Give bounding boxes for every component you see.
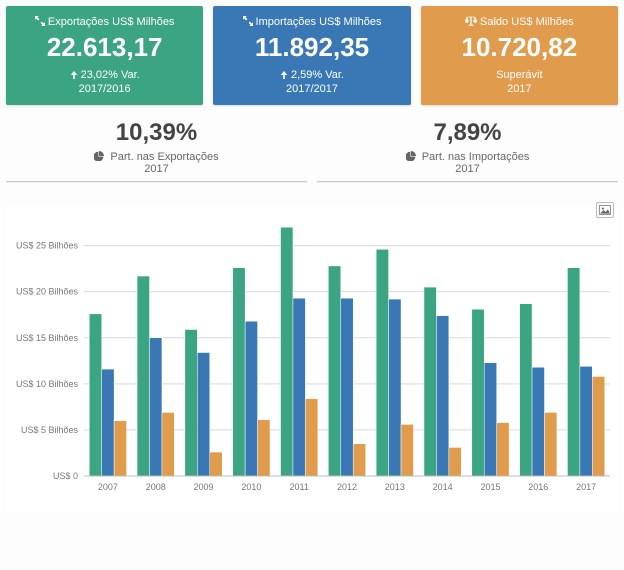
bar-exportações-2009 [185,329,197,476]
pct-export-label: Part. nas Exportações [6,151,307,163]
bar-saldo-2008 [162,412,174,476]
divider [6,181,307,182]
card-sub1: 2,59% Var. [221,69,402,81]
bar-saldo-2017 [592,376,604,476]
card-title: Importações US$ Milhões [221,16,402,28]
arrow-up-icon [280,71,288,79]
card-export: Exportações US$ Milhões 22.613,17 23,02% V… [6,6,203,105]
pie-icon [406,151,416,161]
svg-text:2011: 2011 [290,482,309,492]
bar-exportações-2011 [281,227,293,476]
pct-import-block: 7,89% Part. nas Importações 2017 [317,119,618,188]
expand-icon [35,16,45,26]
bar-importações-2014 [436,316,448,476]
pct-import-value: 7,89% [317,119,618,147]
card-title: Exportações US$ Milhões [14,16,195,28]
pct-export-block: 10,39% Part. nas Exportações 2017 [6,119,307,188]
arrow-up-icon [70,71,78,79]
bar-importações-2011 [293,298,305,476]
card-value: 11.892,35 [221,32,402,63]
divider [317,181,618,182]
scale-icon [465,16,477,26]
card-sub2: 2017/2017 [221,83,402,95]
svg-text:US$ 25 Bilhões: US$ 25 Bilhões [16,241,79,251]
expand-icon [243,16,253,26]
svg-text:2017: 2017 [576,482,596,492]
bar-saldo-2009 [210,452,222,476]
bar-importações-2012 [341,298,353,476]
svg-text:2009: 2009 [194,482,214,492]
trade-bar-chart: US$ 0 US$ 5 Bilhões US$ 10 Bilhões US$ 15 B… [6,206,618,511]
bar-exportações-2008 [137,276,149,476]
card-import: Importações US$ Milhões 11.892,35 2,59% Va… [213,6,410,105]
bar-exportações-2016 [520,304,532,476]
svg-text:US$ 5 Bilhões: US$ 5 Bilhões [21,425,79,435]
card-title: Saldo US$ Milhões [429,16,610,28]
svg-text:2016: 2016 [528,482,548,492]
card-sub1: Superávit [429,69,610,81]
card-value: 22.613,17 [14,32,195,63]
bar-saldo-2012 [353,444,365,476]
bar-saldo-2007 [114,421,126,476]
bar-importações-2013 [389,299,401,476]
bar-saldo-2014 [449,447,461,476]
bar-importações-2007 [102,369,114,476]
bar-importações-2010 [245,321,257,476]
bar-saldo-2010 [258,420,270,476]
pie-icon [94,151,104,161]
pct-export-value: 10,39% [6,119,307,147]
pct-import-label: Part. nas Importações [317,151,618,163]
bar-importações-2015 [484,363,496,476]
bar-importações-2017 [580,366,592,476]
bar-exportações-2010 [233,268,245,476]
bar-exportações-2012 [328,266,340,476]
svg-text:2014: 2014 [433,482,453,492]
svg-text:US$ 0: US$ 0 [53,471,78,481]
svg-text:US$ 10 Bilhões: US$ 10 Bilhões [16,379,79,389]
card-value: 10.720,82 [429,32,610,63]
bar-importações-2008 [150,338,162,476]
bar-exportações-2015 [472,309,484,476]
bar-exportações-2014 [424,287,436,476]
svg-text:2010: 2010 [241,482,261,492]
svg-text:2012: 2012 [337,482,357,492]
bar-saldo-2015 [497,423,509,476]
bar-saldo-2013 [401,424,413,476]
card-sub1: 23,02% Var. [14,69,195,81]
pct-import-year: 2017 [317,163,618,175]
svg-text:2007: 2007 [98,482,118,492]
bar-exportações-2017 [567,268,579,476]
svg-text:2013: 2013 [385,482,405,492]
bar-exportações-2007 [89,314,101,476]
bar-saldo-2016 [544,412,556,476]
pct-export-year: 2017 [6,163,307,175]
bar-saldo-2011 [305,399,317,476]
export-image-button[interactable] [596,202,614,218]
card-balance: Saldo US$ Milhões 10.720,82 Superávit 2017 [421,6,618,105]
svg-text:US$ 20 Bilhões: US$ 20 Bilhões [16,287,79,297]
svg-text:US$ 15 Bilhões: US$ 15 Bilhões [16,333,79,343]
svg-text:2015: 2015 [480,482,500,492]
bar-importações-2016 [532,367,544,476]
image-icon [599,205,611,215]
svg-text:2008: 2008 [146,482,166,492]
bar-importações-2009 [197,353,209,476]
card-sub2: 2017 [429,83,610,95]
card-sub2: 2017/2016 [14,83,195,95]
bar-exportações-2013 [376,249,388,476]
